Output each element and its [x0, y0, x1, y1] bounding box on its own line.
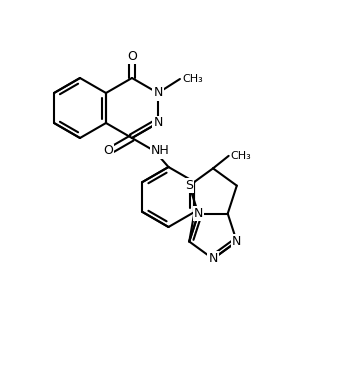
- Text: O: O: [104, 145, 113, 157]
- Text: CH₃: CH₃: [182, 74, 203, 84]
- Text: CH₃: CH₃: [231, 151, 251, 161]
- Text: O: O: [127, 49, 137, 63]
- Text: N: N: [194, 207, 203, 220]
- Text: N: N: [208, 252, 218, 265]
- Text: N: N: [232, 235, 241, 248]
- Text: NH: NH: [151, 145, 170, 157]
- Text: S: S: [185, 179, 193, 192]
- Text: N: N: [153, 86, 163, 100]
- Text: N: N: [153, 116, 163, 130]
